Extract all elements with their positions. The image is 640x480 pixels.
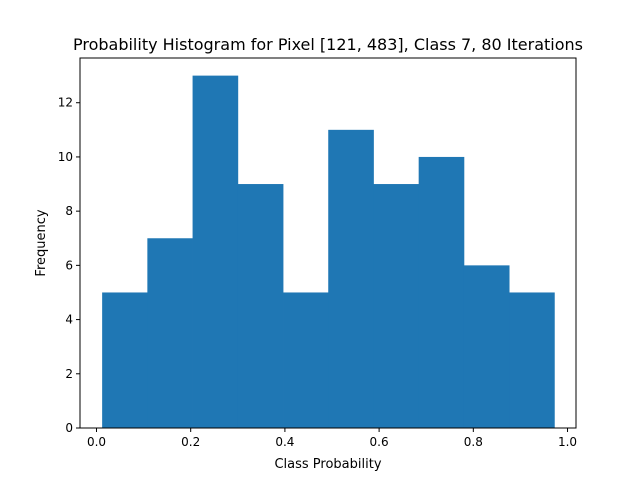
x-tick-label: 0.0: [87, 435, 106, 449]
chart-title: Probability Histogram for Pixel [121, 48…: [73, 35, 583, 54]
histogram-bar-2: [147, 238, 193, 428]
x-axis-label: Class Probability: [274, 457, 381, 472]
histogram-bar-10: [509, 292, 555, 428]
y-tick-label: 0: [65, 421, 73, 435]
histogram-bar-3: [192, 75, 239, 428]
x-tick-label: 0.8: [464, 435, 483, 449]
y-axis-ticks: 0 2 4 6 8 10 12: [58, 96, 80, 435]
y-tick-label: 12: [58, 96, 73, 110]
plot-frame: [79, 57, 577, 429]
x-tick-label: 0.2: [181, 435, 200, 449]
histogram-bar-8: [418, 156, 465, 428]
y-tick-label: 2: [65, 367, 73, 381]
y-axis-label: Frequency: [34, 209, 49, 276]
histogram-bar-6: [328, 129, 374, 429]
histogram-bar-5: [283, 292, 329, 428]
histogram-bar-9: [463, 265, 510, 428]
x-tick-label: 0.4: [275, 435, 294, 449]
x-axis-ticks: 0.0 0.2 0.4 0.6 0.8 1.0: [87, 428, 577, 449]
y-tick-label: 6: [65, 258, 73, 272]
histogram-bar-1: [102, 292, 148, 428]
bars-group: [102, 75, 555, 429]
histogram-bar-7: [373, 184, 420, 428]
histogram-bar-4: [237, 184, 284, 428]
x-tick-label: 1.0: [558, 435, 577, 449]
y-tick-label: 10: [58, 150, 73, 164]
x-tick-label: 0.6: [370, 435, 389, 449]
y-tick-label: 4: [65, 313, 73, 327]
y-tick-label: 8: [65, 204, 73, 218]
